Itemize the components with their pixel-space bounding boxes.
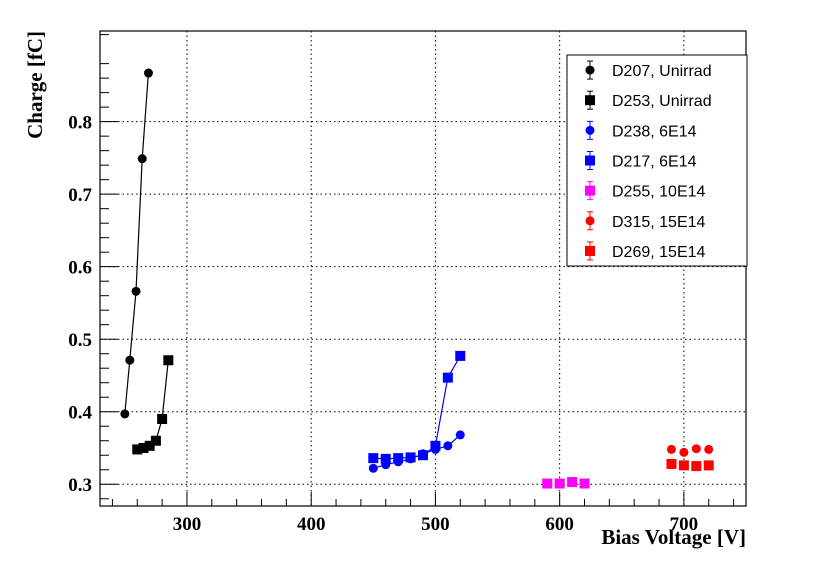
series-4 (542, 477, 590, 489)
x-tick-label: 300 (173, 514, 202, 535)
data-point (144, 440, 155, 451)
data-series (120, 68, 714, 489)
legend-label: D253, Unirrad (612, 93, 712, 110)
y-tick-label: 0.7 (68, 185, 92, 206)
legend-entry: D253, Unirrad (585, 90, 712, 110)
data-point (150, 435, 161, 446)
legend-label: D238, 6E14 (612, 123, 697, 140)
legend-entry: D315, 15E14 (585, 211, 706, 231)
data-point (132, 444, 143, 455)
legend-entry: D207, Unirrad (585, 60, 712, 80)
series-6 (666, 458, 714, 472)
legend-marker (585, 185, 595, 196)
legend-marker (585, 65, 595, 75)
y-tick-label: 0.8 (68, 113, 92, 134)
x-axis-title: Bias Voltage [V] (601, 525, 746, 549)
data-point (704, 444, 714, 454)
data-point (666, 458, 677, 469)
series-1 (132, 355, 174, 455)
data-point (430, 440, 441, 451)
data-point (455, 350, 466, 361)
legend-marker (585, 155, 595, 166)
data-point (393, 453, 404, 464)
data-point (455, 430, 465, 440)
legend: D207, Unirrad D253, Unirrad D238, 6E14 D217… (566, 54, 748, 267)
data-point (691, 461, 702, 472)
legend-entry: D255, 10E14 (585, 181, 706, 201)
legend-entry: D238, 6E14 (585, 120, 697, 140)
legend-label: D207, Unirrad (612, 63, 712, 80)
plot-frame (99, 30, 747, 507)
data-point (442, 372, 453, 383)
legend-entry: D269, 15E14 (585, 241, 706, 261)
legend-label: D315, 15E14 (612, 214, 706, 231)
data-point (368, 453, 379, 464)
legend-label: D269, 15E14 (612, 244, 706, 261)
axis-ticks: 300 400 500 600 700 0.3 0.4 0.5 0.6 0.7 0.8 (68, 34, 735, 535)
data-point (418, 450, 428, 461)
data-point (163, 355, 174, 366)
series-3 (368, 350, 466, 464)
data-point (120, 409, 130, 419)
data-point (405, 452, 416, 463)
data-point (579, 478, 590, 489)
data-point (678, 460, 689, 471)
legend-marker (585, 95, 595, 106)
data-point (368, 463, 378, 473)
x-tick-label: 500 (421, 514, 450, 535)
data-point (380, 453, 391, 464)
data-point (157, 413, 168, 424)
y-axis-title: Charge [fC] (23, 31, 47, 139)
data-point (131, 286, 141, 296)
data-point (138, 442, 149, 453)
series-5 (666, 444, 714, 457)
y-tick-label: 0.6 (68, 258, 92, 279)
data-point (554, 478, 565, 489)
data-point (703, 460, 714, 471)
series-0 (120, 68, 153, 419)
legend-label: D217, 6E14 (612, 154, 697, 171)
legend-label: D255, 10E14 (612, 184, 706, 201)
legend-marker (585, 125, 595, 135)
y-tick-label: 0.3 (68, 475, 92, 496)
x-tick-label: 400 (297, 514, 326, 535)
legend-box (566, 54, 748, 267)
data-point (679, 447, 689, 457)
data-point (666, 444, 676, 454)
data-point (691, 444, 701, 454)
data-point (137, 154, 147, 164)
legend-marker (585, 216, 595, 226)
data-point (443, 441, 453, 451)
data-point (542, 478, 553, 489)
data-point (143, 68, 153, 78)
data-point (567, 477, 578, 488)
x-tick-label: 700 (670, 514, 699, 535)
y-tick-label: 0.5 (68, 330, 92, 351)
legend-entry: D217, 6E14 (585, 151, 697, 171)
x-tick-label: 600 (545, 514, 574, 535)
data-point (125, 355, 135, 365)
legend-marker (585, 245, 595, 256)
y-tick-label: 0.4 (68, 403, 92, 424)
